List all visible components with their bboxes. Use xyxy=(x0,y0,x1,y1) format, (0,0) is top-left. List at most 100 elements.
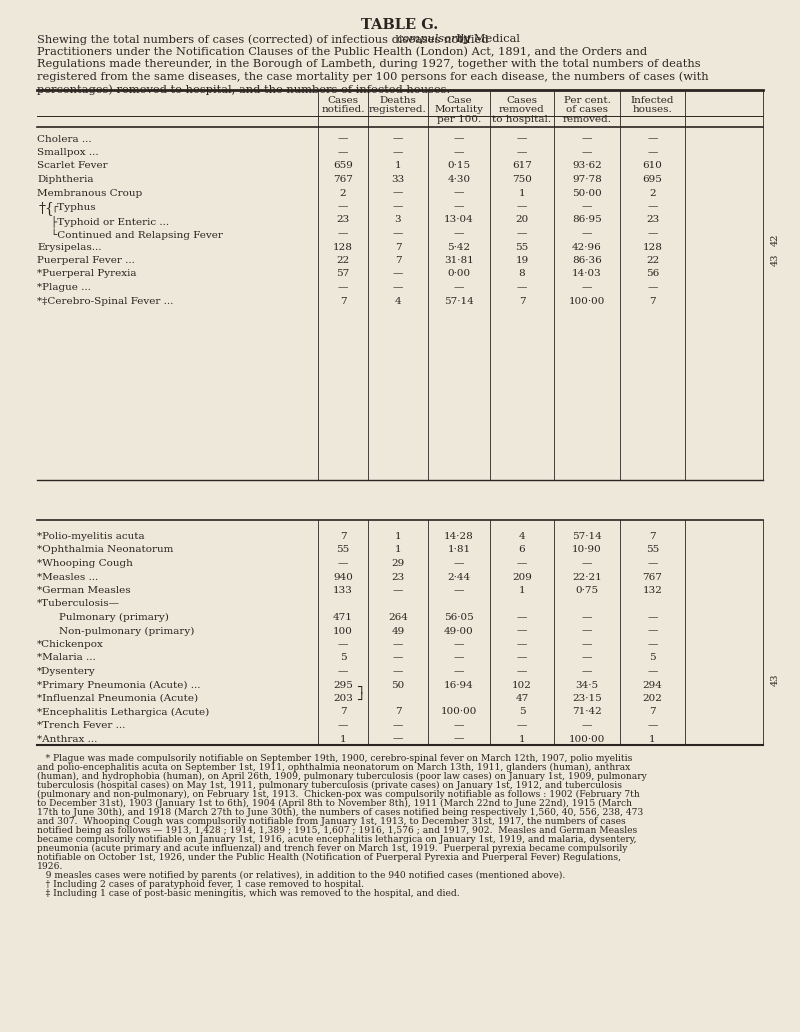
Text: —: — xyxy=(338,721,348,730)
Text: —: — xyxy=(517,229,527,238)
Text: pneumonia (acute primary and acute influenzal) and trench fever on March 1st, 19: pneumonia (acute primary and acute influ… xyxy=(37,844,627,853)
Text: —: — xyxy=(582,667,592,676)
Text: 5: 5 xyxy=(340,653,346,663)
Text: —: — xyxy=(517,613,527,622)
Text: 100: 100 xyxy=(333,626,353,636)
Text: 1: 1 xyxy=(518,586,526,595)
Text: ‡ Including 1 case of post-basic meningitis, which was removed to the hospital, : ‡ Including 1 case of post-basic meningi… xyxy=(37,889,460,898)
Text: —: — xyxy=(393,202,403,211)
Text: notified.: notified. xyxy=(322,105,365,115)
Text: 86·36: 86·36 xyxy=(572,256,602,265)
Text: —: — xyxy=(517,721,527,730)
Text: —: — xyxy=(582,721,592,730)
Text: —: — xyxy=(338,559,348,568)
Text: Infected: Infected xyxy=(630,96,674,105)
Text: 0·15: 0·15 xyxy=(447,161,470,170)
Text: —: — xyxy=(582,613,592,622)
Text: —: — xyxy=(393,667,403,676)
Text: to hospital.: to hospital. xyxy=(493,115,551,124)
Text: 0·75: 0·75 xyxy=(575,586,598,595)
Text: 22: 22 xyxy=(336,256,350,265)
Text: 100·00: 100·00 xyxy=(441,708,477,716)
Text: —: — xyxy=(338,229,348,238)
Text: 33: 33 xyxy=(391,175,405,184)
Text: 55: 55 xyxy=(336,546,350,554)
Text: —: — xyxy=(338,148,348,157)
Text: —: — xyxy=(454,134,464,143)
Text: —: — xyxy=(582,640,592,649)
Text: 4: 4 xyxy=(518,533,526,541)
Text: 5·42: 5·42 xyxy=(447,243,470,252)
Text: —: — xyxy=(647,229,658,238)
Text: *Influenzal Pneumonia (Acute): *Influenzal Pneumonia (Acute) xyxy=(37,694,198,703)
Text: —: — xyxy=(454,283,464,292)
Text: 1: 1 xyxy=(394,546,402,554)
Text: † Including 2 cases of paratyphoid fever, 1 case removed to hospital.: † Including 2 cases of paratyphoid fever… xyxy=(37,880,364,889)
Text: by Medical: by Medical xyxy=(453,34,520,44)
Text: —: — xyxy=(647,148,658,157)
Text: 20: 20 xyxy=(515,216,529,225)
Text: —: — xyxy=(454,586,464,595)
Text: 102: 102 xyxy=(512,680,532,689)
Text: 1·81: 1·81 xyxy=(447,546,470,554)
Text: 16·94: 16·94 xyxy=(444,680,474,689)
Text: —: — xyxy=(454,721,464,730)
Text: —: — xyxy=(393,134,403,143)
Text: 7: 7 xyxy=(649,533,656,541)
Text: (pulmonary and non-pulmonary), on February 1st, 1913.  Chicken-pox was compulsor: (pulmonary and non-pulmonary), on Februa… xyxy=(37,791,640,799)
Text: 86·95: 86·95 xyxy=(572,216,602,225)
Text: 695: 695 xyxy=(642,175,662,184)
Text: 43: 43 xyxy=(770,674,779,686)
Text: —: — xyxy=(454,202,464,211)
Text: Erysipelas...: Erysipelas... xyxy=(37,243,102,252)
Text: —: — xyxy=(647,613,658,622)
Text: └Continued and Relapsing Fever: └Continued and Relapsing Fever xyxy=(51,229,223,240)
Text: —: — xyxy=(517,667,527,676)
Text: 7: 7 xyxy=(340,533,346,541)
Text: —: — xyxy=(517,148,527,157)
Text: 71·42: 71·42 xyxy=(572,708,602,716)
Text: —: — xyxy=(393,229,403,238)
Text: Puerperal Fever ...: Puerperal Fever ... xyxy=(37,256,135,265)
Text: 50: 50 xyxy=(391,680,405,689)
Text: —: — xyxy=(393,189,403,197)
Text: —: — xyxy=(517,202,527,211)
Text: 294: 294 xyxy=(642,680,662,689)
Text: —: — xyxy=(338,202,348,211)
Text: tuberculosis (hospital cases) on May 1st, 1911, pulmonary tuberculosis (private : tuberculosis (hospital cases) on May 1st… xyxy=(37,781,622,791)
Text: 3: 3 xyxy=(394,216,402,225)
Text: per 100.: per 100. xyxy=(437,115,481,124)
Text: 42·96: 42·96 xyxy=(572,243,602,252)
Text: *Dysentery: *Dysentery xyxy=(37,667,96,676)
Text: 50·00: 50·00 xyxy=(572,189,602,197)
Text: *Whooping Cough: *Whooping Cough xyxy=(37,559,133,568)
Text: 49: 49 xyxy=(391,626,405,636)
Text: 1: 1 xyxy=(394,161,402,170)
Text: 22·21: 22·21 xyxy=(572,573,602,581)
Text: 29: 29 xyxy=(391,559,405,568)
Text: *Puerperal Pyrexia: *Puerperal Pyrexia xyxy=(37,269,137,279)
Text: 128: 128 xyxy=(642,243,662,252)
Text: TABLE G.: TABLE G. xyxy=(362,18,438,32)
Text: 1: 1 xyxy=(518,735,526,743)
Text: registered from the same diseases, the case mortality per 100 persons for each d: registered from the same diseases, the c… xyxy=(37,71,709,83)
Text: —: — xyxy=(647,640,658,649)
Text: —: — xyxy=(517,653,527,663)
Text: —: — xyxy=(454,640,464,649)
Text: 128: 128 xyxy=(333,243,353,252)
Text: 1: 1 xyxy=(649,735,656,743)
Text: of cases: of cases xyxy=(566,105,608,115)
Text: —: — xyxy=(517,559,527,568)
Text: 133: 133 xyxy=(333,586,353,595)
Text: notified being as follows — 1913, 1,428 ; 1914, 1,389 ; 1915, 1,607 ; 1916, 1,57: notified being as follows — 1913, 1,428 … xyxy=(37,826,638,835)
Text: —: — xyxy=(454,653,464,663)
Text: and polio-encephalitis acuta on September 1st, 1911, ophthalmia neonatorum on Ma: and polio-encephalitis acuta on Septembe… xyxy=(37,763,630,772)
Text: 1: 1 xyxy=(518,189,526,197)
Text: 23: 23 xyxy=(646,216,659,225)
Text: —: — xyxy=(454,735,464,743)
Text: 209: 209 xyxy=(512,573,532,581)
Text: *Polio-myelitis acuta: *Polio-myelitis acuta xyxy=(37,533,145,541)
Text: *German Measles: *German Measles xyxy=(37,586,130,595)
Text: 1926.: 1926. xyxy=(37,862,63,871)
Text: 7: 7 xyxy=(394,243,402,252)
